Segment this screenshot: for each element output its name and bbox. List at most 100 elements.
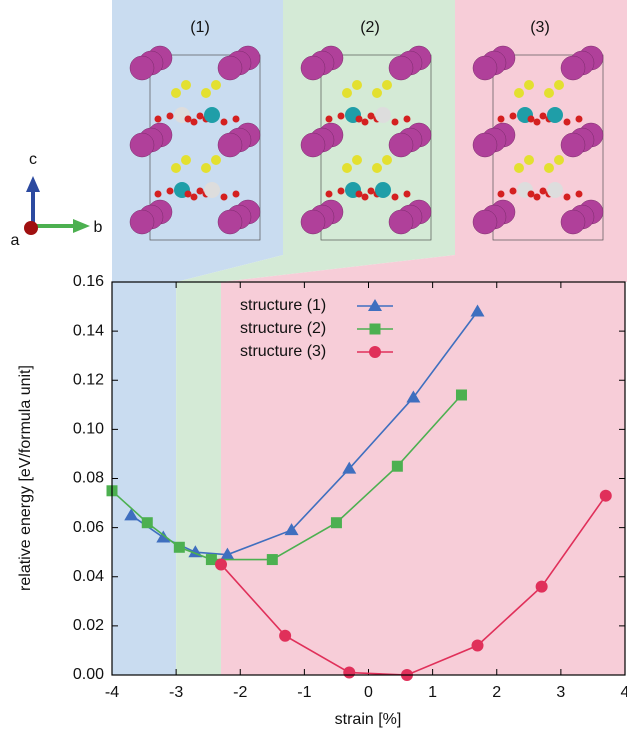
- atom: [375, 107, 391, 123]
- data-point: [156, 530, 171, 543]
- axis-label: a: [11, 232, 20, 249]
- atom: [355, 115, 363, 123]
- x-axis-label: strain [%]: [335, 711, 402, 728]
- y-tick-label: 0.16: [73, 273, 104, 290]
- data-point: [599, 489, 612, 502]
- atom: [181, 155, 191, 165]
- c-arrow: [26, 176, 40, 192]
- atom: [352, 80, 362, 90]
- legend-marker: [369, 323, 381, 335]
- atom: [211, 80, 221, 90]
- atom: [533, 118, 541, 126]
- atom: [190, 118, 198, 126]
- atom: [524, 80, 534, 90]
- atom: [201, 88, 211, 98]
- atom: [184, 115, 192, 123]
- atom: [181, 80, 191, 90]
- atom: [196, 187, 204, 195]
- data-point: [266, 554, 278, 566]
- data-point: [215, 558, 228, 571]
- y-tick-label: 0.00: [73, 666, 104, 683]
- region: [221, 282, 625, 675]
- connector-3: [221, 255, 627, 282]
- atom: [391, 193, 399, 201]
- atom: [560, 209, 586, 235]
- legend-label: structure (1): [240, 297, 326, 314]
- y-tick-label: 0.06: [73, 519, 104, 536]
- atom: [514, 163, 524, 173]
- atom: [211, 155, 221, 165]
- atom: [539, 112, 547, 120]
- atom: [220, 193, 228, 201]
- x-tick-label: 2: [492, 684, 501, 701]
- atom: [171, 163, 181, 173]
- atom: [232, 190, 240, 198]
- atom: [300, 209, 326, 235]
- axis-triad: c a b: [11, 151, 103, 249]
- atom: [154, 115, 162, 123]
- atom: [300, 55, 326, 81]
- legend-marker: [368, 299, 382, 311]
- connector-1: [112, 255, 283, 282]
- atom: [509, 187, 517, 195]
- data-point: [471, 639, 484, 652]
- data-point: [406, 390, 421, 403]
- data-point: [124, 508, 139, 521]
- panel-label: (3): [530, 19, 550, 36]
- panel-label: (2): [360, 19, 380, 36]
- atom: [204, 182, 220, 198]
- data-point: [141, 517, 153, 529]
- atom: [220, 118, 228, 126]
- y-tick-label: 0.14: [73, 322, 104, 339]
- atom: [388, 132, 414, 158]
- atom: [472, 55, 498, 81]
- atom: [171, 88, 181, 98]
- atom: [472, 132, 498, 158]
- atom: [361, 118, 369, 126]
- connector-2: [176, 255, 455, 282]
- atom: [391, 118, 399, 126]
- region: [112, 282, 177, 675]
- x-tick-label: 4: [621, 684, 627, 701]
- atom: [560, 55, 586, 81]
- atom: [524, 155, 534, 165]
- x-tick-label: -3: [169, 684, 183, 701]
- atom: [300, 132, 326, 158]
- atom: [232, 115, 240, 123]
- x-tick-label: -4: [105, 684, 119, 701]
- atom: [129, 209, 155, 235]
- atom: [367, 187, 375, 195]
- atom: [472, 209, 498, 235]
- panel-label: (1): [190, 19, 210, 36]
- data-point: [470, 304, 485, 317]
- atom: [361, 193, 369, 201]
- region: [176, 282, 222, 675]
- atom: [547, 107, 563, 123]
- atom: [382, 80, 392, 90]
- atom: [497, 115, 505, 123]
- atom: [342, 163, 352, 173]
- y-tick-label: 0.12: [73, 371, 104, 388]
- y-tick-label: 0.10: [73, 421, 104, 438]
- y-axis-label: relative energy [eV/formula unit]: [17, 365, 34, 591]
- atom: [367, 112, 375, 120]
- legend-label: structure (3): [240, 343, 326, 360]
- atom: [166, 187, 174, 195]
- atom: [533, 193, 541, 201]
- x-tick-label: 0: [364, 684, 373, 701]
- atom: [201, 163, 211, 173]
- atom: [527, 115, 535, 123]
- plot-frame: [111, 281, 626, 676]
- axis-label: b: [94, 219, 103, 236]
- atom: [514, 88, 524, 98]
- atom: [403, 115, 411, 123]
- legend-label: structure (2): [240, 320, 326, 337]
- data-point: [220, 547, 235, 560]
- plot: -4 -3 -2 -1 0 1 2 3 4 0.00 0.02 0.04 0.06 0.08 0.10 0.1…: [73, 273, 627, 701]
- data-point: [173, 541, 185, 553]
- atom: [544, 88, 554, 98]
- data-point: [535, 580, 548, 593]
- atom: [375, 182, 391, 198]
